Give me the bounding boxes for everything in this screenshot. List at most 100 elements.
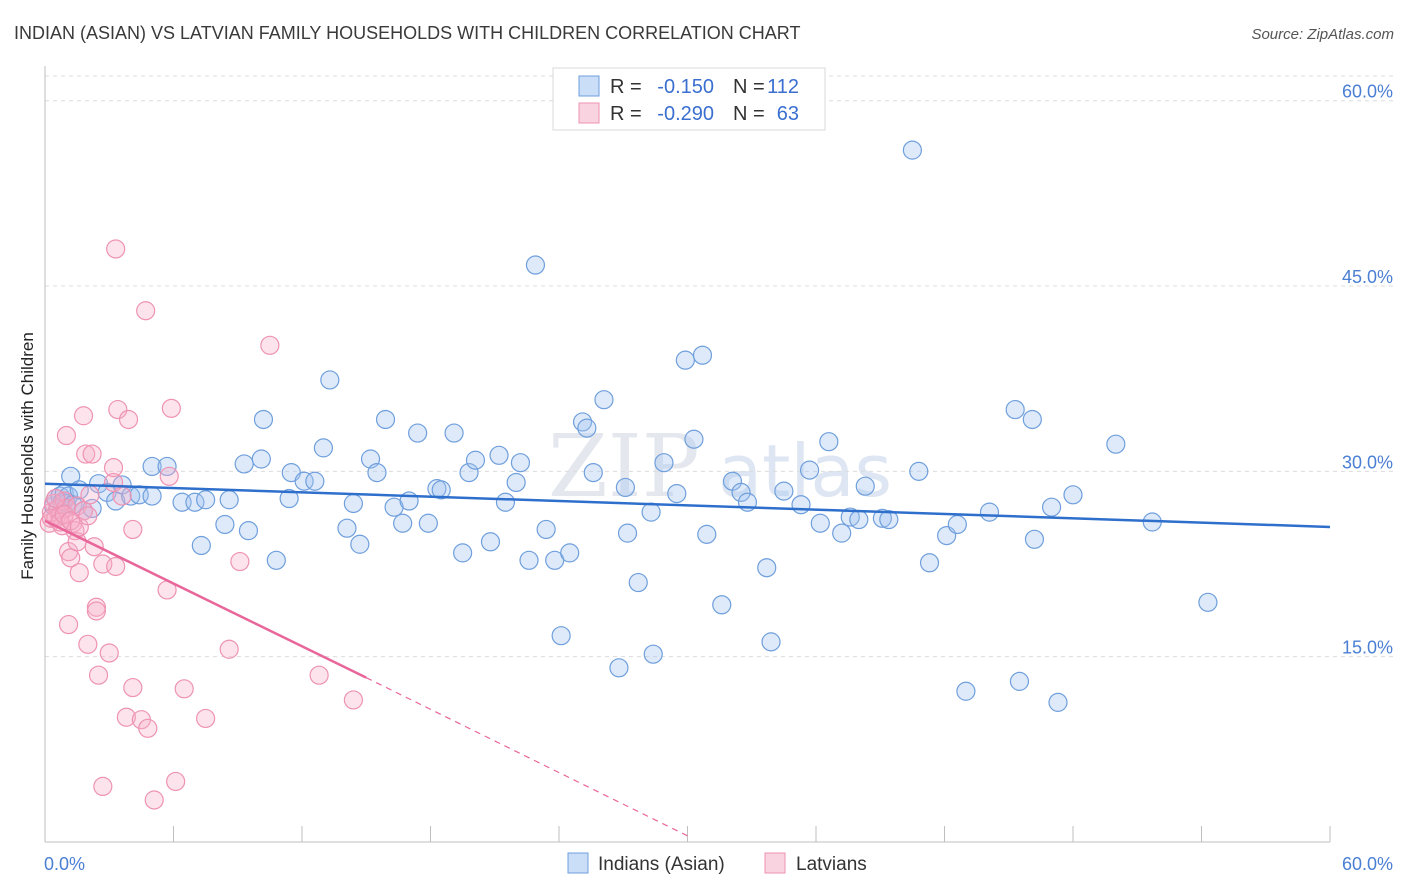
stats-legend-swatch-pink	[578, 102, 600, 124]
indians-asian-point-60	[510, 453, 531, 473]
indians-asian-point-77	[654, 453, 674, 473]
source-label: Source: ZipAtlas.com	[1251, 26, 1394, 43]
latvians-point-55	[343, 690, 363, 710]
indians-asian-point-68	[577, 418, 597, 438]
indians-asian-point-56	[480, 532, 501, 552]
latvians-point-32	[103, 458, 124, 478]
indians-asian-point-99	[879, 509, 899, 530]
indians-asian-point-54	[459, 462, 479, 483]
indians-asian-point-44	[375, 409, 396, 430]
grid-lines	[45, 75, 1393, 658]
latvians-point-39	[123, 677, 143, 698]
latvians-point-40	[123, 519, 143, 540]
indians-asian-point-29	[238, 521, 259, 541]
indians-asian-point-74	[628, 572, 648, 593]
indians-asian-point-75	[641, 502, 661, 522]
latvians-point-51	[219, 639, 239, 659]
latvians-point-27	[88, 665, 109, 685]
latvians-point-43	[136, 301, 156, 321]
latvians-point-17	[69, 563, 89, 583]
indians-asian-point-76	[643, 644, 663, 664]
bottom-legend-swatch-blue	[567, 852, 589, 874]
indians-asian-point-30	[251, 449, 271, 469]
stats-legend-r-value-1: -0.150	[657, 76, 714, 98]
indians-asian-point-78	[667, 483, 687, 504]
latvians-point-53	[260, 335, 280, 355]
y-tick-label-0: 15.0%	[1342, 638, 1393, 658]
indians-asian-point-83	[712, 595, 732, 615]
indians-asian-point-80	[684, 429, 704, 449]
indians-asian-point-71	[609, 658, 629, 678]
indians-asian-point-94	[832, 523, 852, 543]
indians-asian-point-59	[506, 472, 526, 493]
indians-asian-point-81	[692, 345, 713, 365]
indians-asian-point-58	[495, 492, 516, 512]
stats-legend-n-label-2: N =	[733, 103, 765, 125]
indians-asian-point-53	[453, 543, 473, 563]
latvians-point-11	[58, 614, 79, 635]
latvians-point-33	[106, 556, 126, 577]
stats-legend: R = -0.150 N = 112 R = -0.290 N = 63	[552, 67, 826, 131]
y-tick-label-2: 45.0%	[1342, 267, 1393, 287]
indians-asian-point-70	[594, 390, 614, 410]
latvians-point-44	[144, 790, 164, 810]
latvians-point-54	[309, 665, 329, 685]
indians-asian-point-90	[791, 495, 811, 515]
latvians-point-20	[76, 444, 96, 464]
indians-asian-point-106	[979, 502, 1000, 522]
indians-asian-point-107	[1005, 399, 1025, 420]
indians-asian-point-113	[1063, 485, 1083, 505]
indians-asian-point-69	[583, 462, 603, 483]
latvians-point-23	[82, 444, 102, 464]
indians-asian-point-112	[1048, 692, 1068, 712]
indians-asian-point-20	[142, 456, 162, 477]
latvians-point-50	[196, 708, 216, 729]
indians-asian-point-110	[1024, 529, 1045, 549]
bottom-legend-label-1: Indians (Asian)	[598, 854, 725, 875]
indians-asian-point-39	[337, 518, 357, 538]
indians-asian-point-52	[444, 423, 464, 443]
indians-asian-point-72	[615, 477, 635, 498]
indians-asian-point-25	[191, 535, 211, 556]
indians-asian-point-27	[219, 490, 239, 510]
indians-asian-point-93	[819, 432, 839, 452]
latvians-point-35	[108, 399, 128, 420]
indians-asian-point-65	[551, 626, 571, 646]
latvians-point-57	[46, 488, 66, 509]
indians-asian-point-73	[617, 523, 638, 543]
latvians-point-29	[93, 776, 113, 797]
stats-legend-r-value-2: -0.290	[657, 103, 714, 125]
indians-asian-point-104	[947, 514, 967, 535]
indians-asian-point-55	[465, 450, 486, 470]
latvians-point-47	[161, 398, 181, 418]
indians-asian-point-31	[253, 409, 274, 430]
y-tick-label-3: 60.0%	[1342, 82, 1393, 102]
latvians-point-52	[230, 551, 250, 572]
indians-asian-point-41	[350, 534, 370, 554]
indians-asian-point-62	[525, 255, 546, 275]
indians-asian-point-61	[519, 550, 539, 570]
indians-asian-point-49	[418, 513, 438, 533]
indians-asian-point-43	[367, 462, 387, 483]
latvians-trend-line	[44, 519, 367, 679]
stats-legend-n-value-2: 63	[777, 103, 799, 125]
indians-asian-point-38	[320, 370, 340, 390]
indians-asian-point-66	[560, 543, 580, 563]
series-latvians-points	[39, 239, 363, 810]
indians-asian-point-24	[196, 490, 216, 510]
latvians-point-22	[80, 485, 100, 505]
latvians-point-21	[78, 634, 98, 654]
indians-asian-point-35	[294, 471, 314, 491]
x-tick-label-max: 60.0%	[1342, 854, 1393, 874]
indians-asian-point-92	[810, 513, 830, 533]
bottom-legend: Indians (Asian) Latvians	[567, 852, 867, 875]
indians-asian-point-32	[266, 550, 286, 570]
x-tick-label-min: 0.0%	[44, 854, 85, 874]
indians-asian-point-96	[849, 509, 869, 530]
y-tick-labels: 15.0% 30.0% 45.0% 60.0%	[1342, 82, 1393, 658]
series-indians-asian-points	[43, 140, 1218, 712]
indians-asian-point-51	[431, 480, 451, 500]
latvians-point-38	[118, 409, 139, 430]
indians-asian-point-100	[902, 140, 922, 160]
stats-legend-swatch-blue	[578, 75, 600, 97]
